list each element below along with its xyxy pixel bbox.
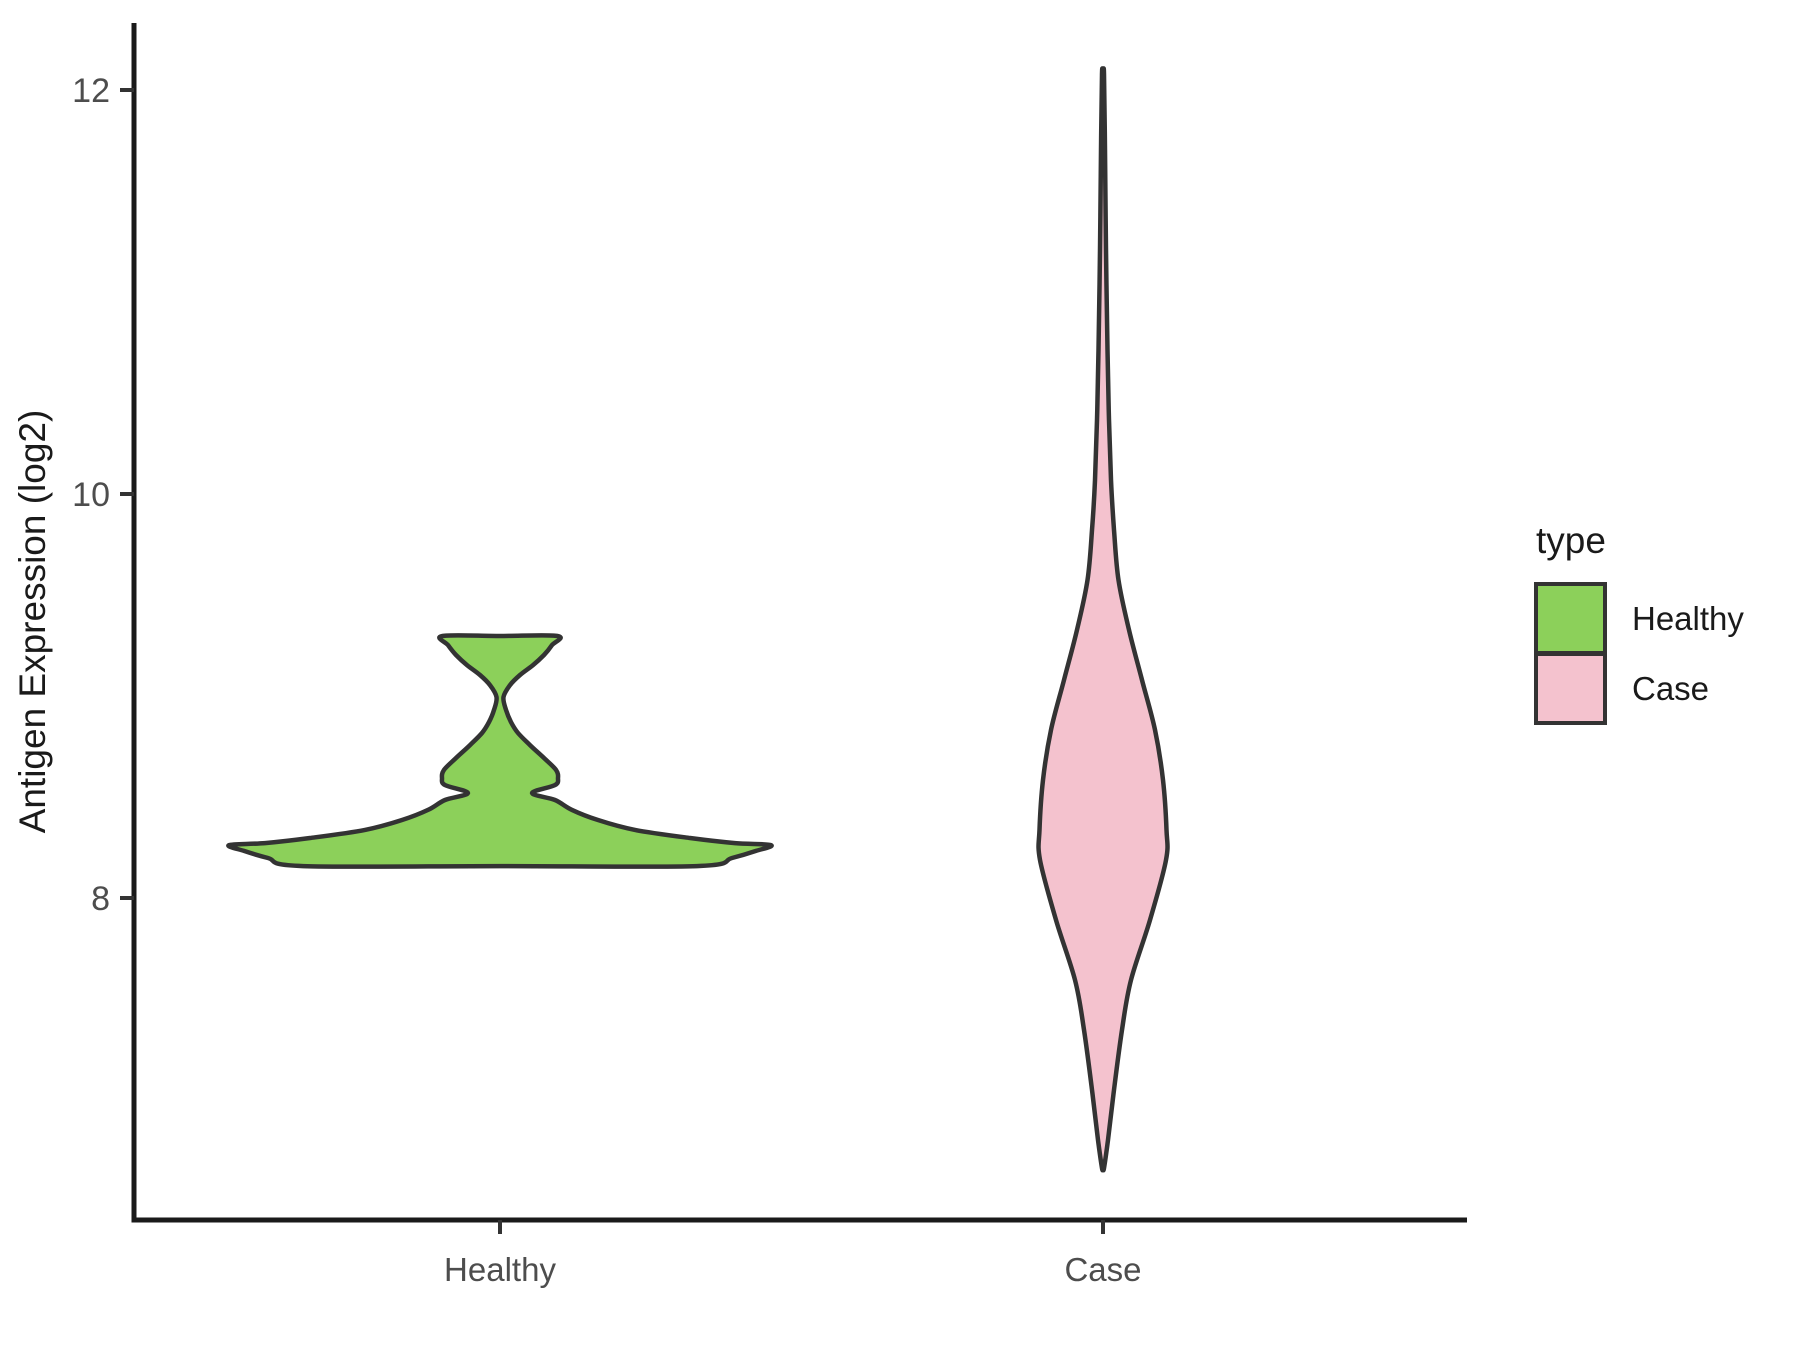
axes-group [120, 23, 1467, 1234]
y-tick-label-12: 12 [72, 72, 110, 110]
x-category-label-case: Case [1064, 1251, 1141, 1288]
y-tick-label-10: 10 [72, 476, 110, 514]
legend: type Healthy Case [1534, 520, 1744, 725]
violins-group [226, 66, 1170, 1173]
legend-key-healthy [1534, 582, 1607, 655]
legend-label-case: Case [1632, 670, 1709, 707]
x-category-label-healthy: Healthy [444, 1251, 556, 1288]
y-axis-title: Antigen Expression (log2) [12, 410, 53, 834]
y-tick-label-8: 8 [91, 880, 110, 918]
violin-healthy-shape [226, 633, 774, 869]
legend-key-case [1534, 652, 1607, 725]
violin-case-shape [1036, 66, 1170, 1173]
legend-title: type [1536, 520, 1606, 561]
legend-label-healthy: Healthy [1632, 600, 1744, 637]
